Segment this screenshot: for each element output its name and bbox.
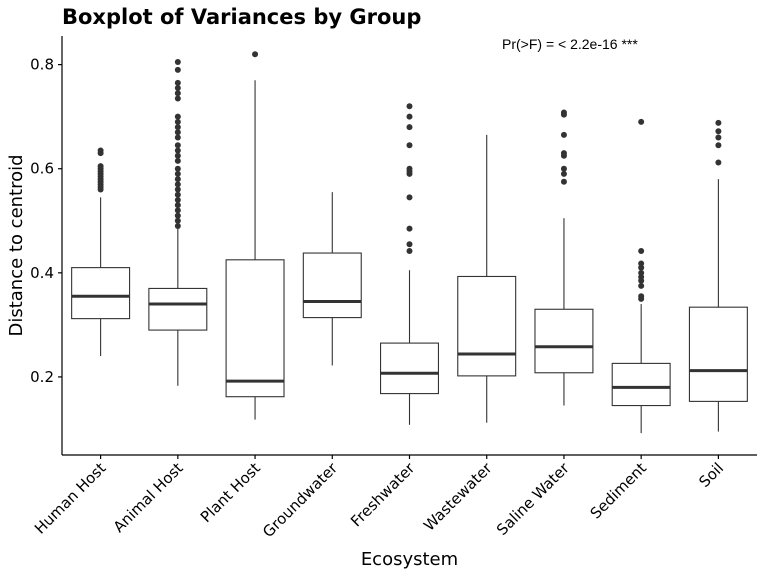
x-tick-label: Saline Water (493, 459, 573, 539)
outlier-point (560, 178, 567, 185)
chart-title: Boxplot of Variances by Group (62, 5, 421, 29)
outlier-point (406, 124, 413, 131)
outlier-point (406, 142, 413, 149)
outlier-point (174, 147, 181, 154)
outlier-point (715, 159, 722, 166)
outlier-point (560, 165, 567, 172)
box (225, 259, 285, 398)
outlier-point (174, 212, 181, 219)
outlier-point (174, 152, 181, 159)
outlier-point (174, 186, 181, 193)
x-tick-label: Animal Host (110, 459, 187, 536)
outlier-point (638, 269, 645, 276)
y-tick-label: 0.4 (30, 264, 54, 282)
box (534, 308, 594, 374)
outlier-point (638, 247, 645, 254)
outlier-point (174, 170, 181, 177)
outlier-point (638, 260, 645, 267)
x-tick-label: Plant Host (197, 459, 264, 526)
outlier-point (406, 113, 413, 120)
y-tick-label: 0.8 (30, 56, 54, 74)
outlier-point (715, 119, 722, 126)
box-group (688, 119, 748, 432)
outlier-point (406, 241, 413, 248)
outlier-point (97, 150, 104, 157)
box (457, 275, 517, 377)
outlier-point (406, 247, 413, 254)
anova-annotation: Pr(>F) = < 2.2e-16 *** (502, 36, 638, 52)
outlier-point (174, 176, 181, 183)
x-axis-ticks: Human Host Animal Host Plant HostGroundwat… (31, 455, 727, 541)
x-tick-label: Human Host (31, 459, 110, 538)
y-axis-label: Distance to centroid (6, 154, 27, 336)
outlier-point (174, 207, 181, 214)
outlier-point (174, 79, 181, 86)
outlier-point (174, 142, 181, 149)
outlier-point (174, 217, 181, 224)
outlier-point (174, 196, 181, 203)
box-group (534, 109, 594, 406)
box-group (611, 118, 671, 434)
x-tick-label: Sediment (587, 459, 650, 522)
outlier-point (174, 118, 181, 125)
outlier-point (638, 264, 645, 271)
outlier-point (174, 129, 181, 136)
outlier-point (174, 124, 181, 131)
y-tick-label: 0.2 (30, 368, 54, 386)
outlier-point (715, 134, 722, 141)
outlier-point (97, 186, 104, 193)
outlier-point (174, 85, 181, 92)
box-group (225, 51, 285, 420)
outlier-point (174, 59, 181, 66)
box (611, 362, 671, 407)
outlier-point (174, 90, 181, 97)
outlier-point (252, 51, 259, 58)
y-axis-ticks: 0.2 0.4 0.6 0.8 (30, 56, 62, 386)
outlier-point (174, 66, 181, 73)
outlier-point (406, 170, 413, 177)
box (688, 306, 748, 402)
outlier-point (638, 277, 645, 284)
x-tick-label: Wastewater (420, 459, 496, 535)
outlier-point (560, 131, 567, 138)
box (71, 267, 131, 320)
outlier-point (174, 157, 181, 164)
box-group (457, 134, 517, 423)
outlier-point (715, 128, 722, 135)
box (148, 287, 208, 331)
outlier-point (560, 111, 567, 118)
outlier-point (174, 222, 181, 229)
outlier-point (406, 194, 413, 201)
box-group (379, 103, 440, 425)
outlier-point (406, 103, 413, 110)
box-group (302, 192, 362, 366)
outlier-point (406, 225, 413, 232)
x-tick-label: Freshwater (347, 459, 419, 531)
box (379, 342, 440, 395)
outlier-point (174, 134, 181, 141)
box-group (71, 147, 131, 357)
box (302, 252, 362, 319)
outlier-point (560, 170, 567, 177)
x-tick-label: Groundwater (259, 459, 342, 542)
outlier-point (174, 165, 181, 172)
outlier-point (174, 202, 181, 209)
x-tick-label: Soil (695, 459, 727, 491)
x-axis-label: Ecosystem (361, 549, 458, 570)
outlier-point (638, 118, 645, 125)
outlier-point (715, 142, 722, 149)
outlier-point (560, 152, 567, 159)
outlier-point (174, 113, 181, 120)
plot-area (71, 51, 748, 434)
outlier-point (638, 295, 645, 302)
outlier-point (174, 181, 181, 188)
outlier-point (638, 282, 645, 289)
outlier-point (174, 191, 181, 198)
outlier-point (174, 95, 181, 102)
y-tick-label: 0.6 (30, 160, 54, 178)
box-group (148, 59, 208, 386)
